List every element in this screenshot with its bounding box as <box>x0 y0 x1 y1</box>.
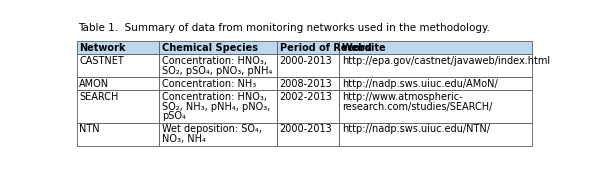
Text: http://nadp.sws.uiuc.edu/NTN/: http://nadp.sws.uiuc.edu/NTN/ <box>342 124 489 134</box>
Bar <box>277 123 339 146</box>
Bar <box>77 54 159 77</box>
Text: Concentration: HNO₃,: Concentration: HNO₃, <box>162 56 267 66</box>
Text: Wet deposition: SO₄,: Wet deposition: SO₄, <box>162 124 262 134</box>
Bar <box>77 90 159 123</box>
Bar <box>339 123 532 146</box>
Bar <box>277 54 339 77</box>
Text: 2002-2013: 2002-2013 <box>280 92 333 102</box>
Text: research.com/studies/SEARCH/: research.com/studies/SEARCH/ <box>342 102 492 112</box>
Text: http://epa.gov/castnet/javaweb/index.html: http://epa.gov/castnet/javaweb/index.htm… <box>342 56 550 66</box>
Text: SO₂, pSO₄, pNO₃, pNH₄: SO₂, pSO₄, pNO₃, pNH₄ <box>162 65 273 76</box>
Bar <box>277 41 339 54</box>
Bar <box>339 90 532 123</box>
Text: SEARCH: SEARCH <box>80 92 119 102</box>
Text: NO₃, NH₄: NO₃, NH₄ <box>162 134 206 144</box>
Text: Chemical Species: Chemical Species <box>162 42 258 53</box>
Text: 2008-2013: 2008-2013 <box>280 79 332 89</box>
Bar <box>159 41 277 54</box>
Bar <box>159 90 277 123</box>
Bar <box>159 123 277 146</box>
Bar <box>339 41 532 54</box>
Text: pSO₄: pSO₄ <box>162 111 186 121</box>
Text: Concentration: HNO₃,: Concentration: HNO₃, <box>162 92 267 102</box>
Text: Concentration: NH₃: Concentration: NH₃ <box>162 79 257 89</box>
Text: http://nadp.sws.uiuc.edu/AMoN/: http://nadp.sws.uiuc.edu/AMoN/ <box>342 79 497 89</box>
Bar <box>159 77 277 90</box>
Text: Period of Record: Period of Record <box>280 42 371 53</box>
Text: Network: Network <box>80 42 126 53</box>
Text: 2000-2013: 2000-2013 <box>280 56 332 66</box>
Bar <box>77 123 159 146</box>
Text: SO₂, NH₃, pNH₄, pNO₃,: SO₂, NH₃, pNH₄, pNO₃, <box>162 102 270 112</box>
Bar <box>277 90 339 123</box>
Bar <box>277 77 339 90</box>
Bar <box>77 77 159 90</box>
Text: Table 1.  Summary of data from monitoring networks used in the methodology.: Table 1. Summary of data from monitoring… <box>78 23 490 33</box>
Text: Website: Website <box>342 42 386 53</box>
Text: AMON: AMON <box>80 79 109 89</box>
Bar <box>339 54 532 77</box>
Text: http://www.atmospheric-: http://www.atmospheric- <box>342 92 462 102</box>
Bar <box>77 41 159 54</box>
Bar <box>339 77 532 90</box>
Text: NTN: NTN <box>80 124 100 134</box>
Text: 2000-2013: 2000-2013 <box>280 124 332 134</box>
Bar <box>159 54 277 77</box>
Text: CASTNET: CASTNET <box>80 56 124 66</box>
